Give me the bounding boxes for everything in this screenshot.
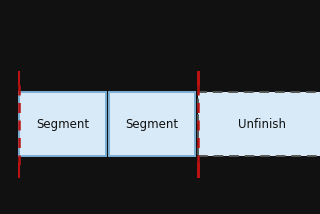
Bar [197,71,200,86]
Bar [18,163,20,178]
Bar [19,92,106,156]
Text: Segment: Segment [125,118,179,131]
Text: Unfinish: Unfinish [238,118,286,131]
Text: Segment: Segment [36,118,89,131]
Bar [109,92,195,156]
Bar [18,71,20,86]
Bar [198,92,320,156]
Bar [197,163,200,178]
